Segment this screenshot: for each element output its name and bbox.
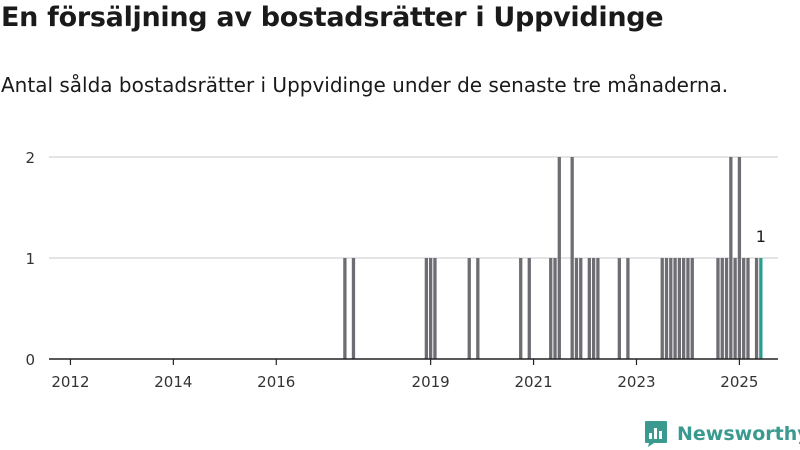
bar bbox=[570, 157, 574, 359]
x-tick-label: 2025 bbox=[720, 373, 758, 391]
axes: 0 1 2 1 2012 2014 2016 2019 2021 2023 2025 bbox=[25, 149, 778, 391]
bar bbox=[682, 258, 686, 359]
bar bbox=[519, 258, 523, 359]
bar bbox=[617, 258, 621, 359]
bar bbox=[724, 258, 729, 359]
bar bbox=[720, 258, 724, 359]
bar bbox=[553, 258, 557, 359]
bars bbox=[343, 157, 763, 359]
bar bbox=[467, 258, 471, 359]
x-tick-label: 2023 bbox=[617, 373, 655, 391]
bar bbox=[429, 258, 433, 359]
bar bbox=[596, 258, 600, 359]
bar bbox=[343, 258, 347, 359]
bar bbox=[754, 258, 759, 359]
bar bbox=[690, 258, 694, 359]
bar bbox=[574, 258, 579, 359]
x-tick-label: 2012 bbox=[51, 373, 89, 391]
bar bbox=[351, 258, 356, 359]
bar bbox=[729, 157, 733, 359]
bar bbox=[476, 258, 480, 359]
chart-subtitle: Antal sålda bostadsrätter i Uppvidinge u… bbox=[1, 73, 729, 97]
bar bbox=[433, 258, 437, 359]
bar bbox=[673, 258, 677, 359]
bar bbox=[716, 258, 720, 359]
bar bbox=[660, 258, 664, 359]
bar-highlight bbox=[759, 258, 763, 359]
bar bbox=[686, 258, 690, 359]
x-tick-label: 2014 bbox=[154, 373, 192, 391]
bar bbox=[557, 157, 561, 359]
bar bbox=[677, 258, 682, 359]
bar bbox=[549, 258, 553, 359]
bar bbox=[746, 258, 750, 359]
chart-title: En försäljning av bostadsrätter i Uppvid… bbox=[1, 2, 664, 33]
bar bbox=[737, 157, 742, 359]
newsworthy-brand[interactable]: Newsworthy bbox=[644, 420, 800, 448]
bar bbox=[626, 258, 630, 359]
x-tick-label: 2016 bbox=[257, 373, 295, 391]
y-tick-label: 0 bbox=[25, 351, 35, 369]
y-tick-label: 2 bbox=[25, 149, 35, 167]
bar bbox=[424, 258, 429, 359]
bar bbox=[587, 258, 591, 359]
bar bbox=[527, 258, 531, 359]
bar bbox=[591, 258, 596, 359]
bar bbox=[664, 258, 669, 359]
bar bbox=[742, 258, 746, 359]
gridlines bbox=[49, 156, 778, 259]
brand-name: Newsworthy bbox=[677, 423, 800, 445]
bar bbox=[579, 258, 583, 359]
x-tick-label: 2021 bbox=[514, 373, 552, 391]
y-tick-label: 1 bbox=[25, 250, 35, 268]
x-tick-label: 2019 bbox=[412, 373, 450, 391]
bar bbox=[669, 258, 673, 359]
newsworthy-logo-icon bbox=[645, 421, 667, 447]
bar bbox=[733, 258, 737, 359]
data-label-latest: 1 bbox=[756, 227, 766, 246]
